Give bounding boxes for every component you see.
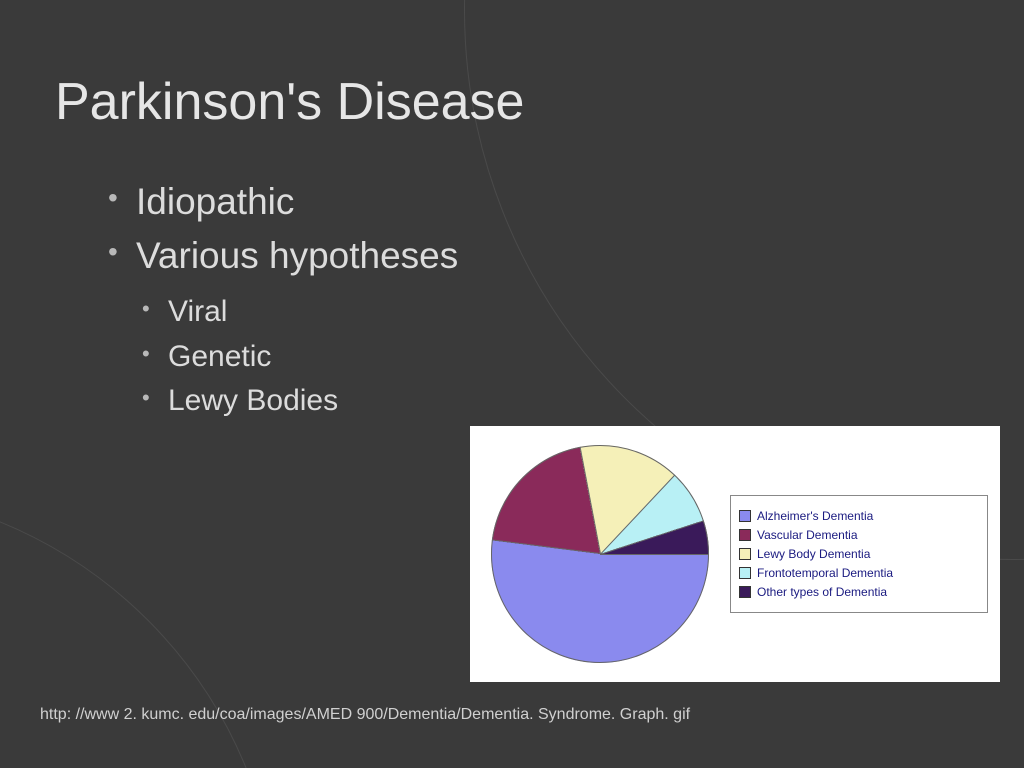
pie-divider xyxy=(492,539,600,554)
image-citation: http: //www 2. kumc. edu/coa/images/AMED… xyxy=(40,706,690,724)
pie-container xyxy=(470,426,730,682)
legend-label: Alzheimer's Dementia xyxy=(757,509,873,523)
sub-bullet-list: Viral Genetic Lewy Bodies xyxy=(142,292,338,426)
legend-row: Frontotemporal Dementia xyxy=(739,566,979,580)
legend-label: Vascular Dementia xyxy=(757,528,858,542)
legend-swatch xyxy=(739,548,751,560)
legend-swatch xyxy=(739,529,751,541)
decorative-arc-bottom xyxy=(0,488,280,768)
legend-label: Other types of Dementia xyxy=(757,585,887,599)
legend-swatch xyxy=(739,510,751,522)
sub-bullet: Viral xyxy=(142,292,338,333)
pie-graphic xyxy=(491,445,709,663)
legend-row: Lewy Body Dementia xyxy=(739,547,979,561)
sub-bullet: Genetic xyxy=(142,337,338,378)
sub-bullet: Lewy Bodies xyxy=(142,381,338,422)
pie-divider xyxy=(600,554,709,555)
legend-row: Other types of Dementia xyxy=(739,585,979,599)
main-bullet: Idiopathic xyxy=(108,178,458,226)
pie-legend: Alzheimer's Dementia Vascular Dementia Lew… xyxy=(730,495,988,613)
legend-swatch xyxy=(739,567,751,579)
pie-divider xyxy=(580,447,601,554)
legend-label: Lewy Body Dementia xyxy=(757,547,870,561)
legend-swatch xyxy=(739,586,751,598)
legend-row: Vascular Dementia xyxy=(739,528,979,542)
legend-row: Alzheimer's Dementia xyxy=(739,509,979,523)
main-bullet: Various hypotheses xyxy=(108,232,458,280)
slide-title: Parkinson's Disease xyxy=(55,72,524,132)
legend-label: Frontotemporal Dementia xyxy=(757,566,893,580)
dementia-pie-chart: Alzheimer's Dementia Vascular Dementia Lew… xyxy=(470,426,1000,682)
main-bullet-list: Idiopathic Various hypotheses xyxy=(108,178,458,286)
